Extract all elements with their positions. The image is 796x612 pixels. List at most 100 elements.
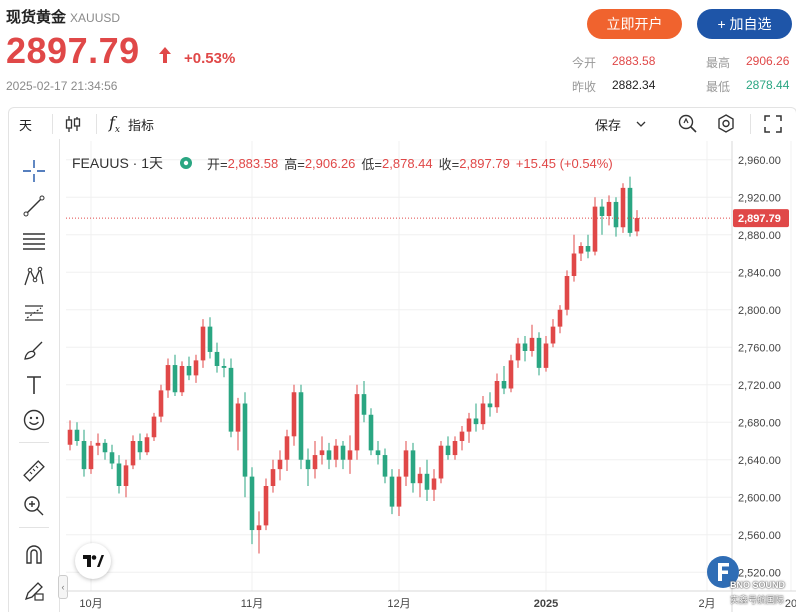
legend-close-label: 收= <box>438 156 460 172</box>
fullscreen-icon[interactable] <box>763 108 783 140</box>
indicators-label: 指标 <box>128 117 155 133</box>
candle-body <box>102 442 108 453</box>
candle-style-icon[interactable] <box>63 108 83 140</box>
time-tick-label: 2025 <box>534 598 558 610</box>
collapse-toolbar-handle[interactable]: ‹ <box>58 575 68 599</box>
ohlc-legend: FEAUUS · 1天 开= 2,883.58 高= 2,906.26 低= 2,87… <box>72 153 613 173</box>
price-tick-label: 2,760.00 <box>738 342 781 354</box>
candle-body <box>165 365 171 391</box>
candle-body <box>613 201 619 228</box>
price-tick-label: 2,800.00 <box>738 305 781 317</box>
price-tick-label: 2,640.00 <box>738 455 781 467</box>
legend-open: 2,883.58 <box>227 155 279 171</box>
candle-body <box>473 418 479 425</box>
price-axis: 2,520.00 2,560.00 2,600.00 2,640.00 2,680.00… <box>731 141 789 612</box>
legend-low: 2,878.44 <box>382 155 433 171</box>
indicators-button[interactable]: fx 指标 <box>109 108 154 140</box>
stat-prev-close-value: 2882.34 <box>612 78 656 92</box>
candle-body <box>438 445 444 479</box>
candle-body <box>452 441 458 456</box>
chart-toolbar: 天 fx 指标 保存 <box>8 107 796 140</box>
chevron-down-icon <box>636 121 646 127</box>
candle-body <box>571 253 577 276</box>
candle-body <box>536 337 542 368</box>
candle-body <box>585 246 591 252</box>
candle-body <box>284 436 290 460</box>
candle-body <box>508 360 514 389</box>
visibility-eye-icon[interactable] <box>179 156 193 170</box>
instrument-symbol: XAUUSD <box>70 11 121 25</box>
candle-body <box>151 416 157 438</box>
time-tick-label: 12月 <box>387 598 410 610</box>
lock-draw-icon[interactable] <box>19 576 49 606</box>
ruler-icon[interactable] <box>19 456 49 486</box>
stat-low-label: 最低 <box>706 80 731 94</box>
candle-body <box>347 450 353 460</box>
candle-body <box>179 366 185 393</box>
price-chart[interactable]: 2,520.00 2,560.00 2,600.00 2,640.00 2,680.00… <box>66 141 796 612</box>
candle-body <box>242 403 248 477</box>
save-button[interactable]: 保存 <box>595 108 647 140</box>
add-watchlist-button[interactable]: + 加自选 <box>697 9 792 39</box>
zoom-in-icon[interactable] <box>19 491 49 521</box>
candle-body <box>312 455 318 470</box>
candle-body <box>186 366 192 376</box>
pattern-icon[interactable] <box>19 262 49 292</box>
candle-body <box>291 392 297 437</box>
candle-body <box>382 455 388 477</box>
toolbar-divider <box>52 114 53 134</box>
instrument-name: 现货黄金 XAUUSD <box>6 9 121 26</box>
legend-symbol: FEAUUS · 1天 <box>72 155 164 171</box>
open-account-button[interactable]: 立即开户 <box>587 9 682 39</box>
interval-selector[interactable]: 天 <box>19 117 33 133</box>
candle-body <box>403 450 409 477</box>
toolbar-divider <box>96 114 97 134</box>
candle-body <box>130 441 136 466</box>
candle-body <box>487 403 493 408</box>
projection-icon[interactable] <box>19 298 49 328</box>
candle-body <box>480 403 486 425</box>
candle-body <box>340 445 346 460</box>
tradingview-logo[interactable] <box>75 543 111 579</box>
candle-body <box>81 441 87 470</box>
candle-body <box>88 445 94 470</box>
candle-body <box>424 473 430 490</box>
candle-body <box>557 309 563 327</box>
last-price-label: 2,897.79 <box>738 213 781 225</box>
toolbar-divider <box>750 114 751 134</box>
candle-body <box>459 431 465 441</box>
price-change: +0.53% <box>184 50 236 67</box>
candle-body <box>396 476 402 507</box>
quick-search-icon[interactable] <box>677 108 699 140</box>
toolbar-divider <box>19 527 49 528</box>
settings-gear-icon[interactable] <box>715 108 737 140</box>
candle-body <box>354 394 360 451</box>
text-icon[interactable] <box>19 370 49 400</box>
time-tick-label: 2月 <box>698 598 715 610</box>
candle-body <box>95 442 101 446</box>
candle-body <box>592 206 598 252</box>
legend-change: +15.45 (+0.54%) <box>515 155 613 171</box>
candle-body <box>319 450 325 456</box>
time-tick-label: 11月 <box>241 598 263 610</box>
legend-high-label: 高= <box>284 156 305 172</box>
quote-timestamp: 2025-02-17 21:34:56 <box>6 79 118 93</box>
crosshair-icon[interactable] <box>19 156 49 186</box>
brush-icon[interactable] <box>19 335 49 365</box>
price-tick-label: 2,960.00 <box>738 155 781 167</box>
candle-body <box>256 525 262 531</box>
price-tick-label: 2,600.00 <box>738 492 781 504</box>
stat-open-label: 今开 <box>572 56 597 70</box>
fib-lines-icon[interactable] <box>19 226 49 256</box>
candle-body <box>123 465 129 486</box>
legend-high: 2,906.26 <box>304 155 356 171</box>
candle-body <box>494 381 500 408</box>
emoji-icon[interactable] <box>19 405 49 435</box>
stat-high-value: 2906.26 <box>746 54 790 68</box>
candles <box>66 176 732 554</box>
time-tick-label: 20 <box>785 598 796 610</box>
function-icon: fx <box>109 112 120 136</box>
trend-line-icon[interactable] <box>19 191 49 221</box>
magnet-icon[interactable] <box>19 540 49 570</box>
candle-body <box>109 452 115 464</box>
